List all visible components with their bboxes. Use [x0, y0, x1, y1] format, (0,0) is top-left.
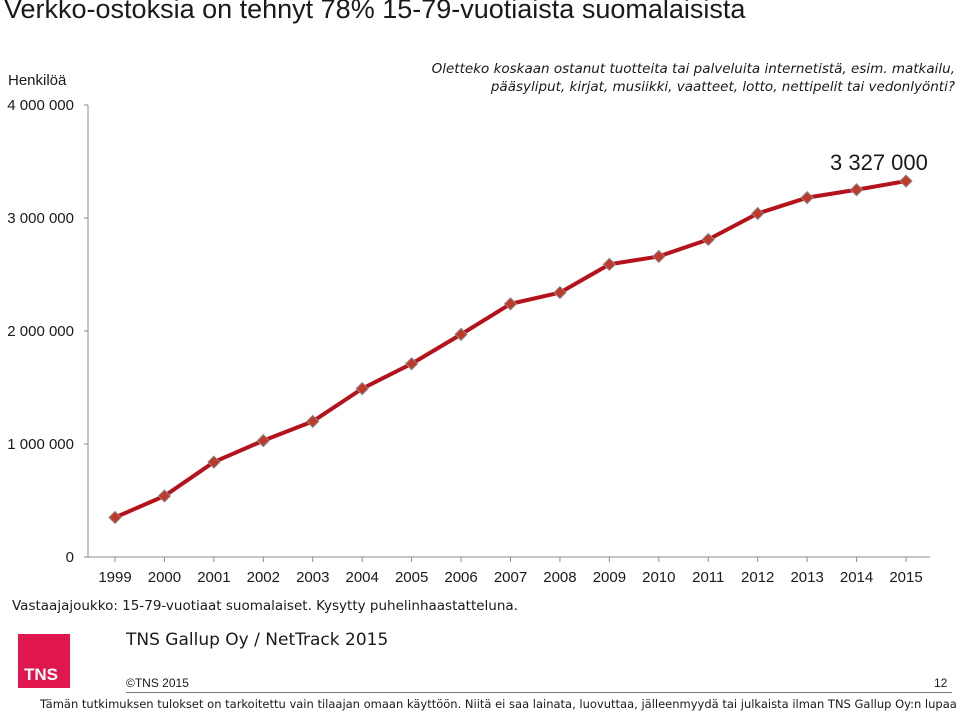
- data-point-marker: [899, 174, 913, 188]
- survey-question: Oletteko koskaan ostanut tuotteita tai p…: [431, 61, 955, 95]
- x-tick-label: 2015: [889, 569, 922, 586]
- x-tick-label: 2000: [148, 569, 181, 586]
- data-point-marker: [355, 381, 369, 396]
- series-markers: [108, 174, 913, 525]
- x-tick-label: 2006: [444, 569, 477, 586]
- data-point-marker: [652, 249, 666, 264]
- y-axis-label: Henkilöä: [8, 72, 67, 89]
- logo-text: TNS: [24, 665, 58, 684]
- footer-disclaimer: Tämän tutkimuksen tulokset on tarkoitett…: [40, 697, 957, 711]
- chart-axes: [84, 104, 930, 562]
- x-tick-label: 1999: [98, 569, 131, 586]
- data-point-marker: [800, 190, 814, 205]
- y-tick-label: 0: [66, 549, 74, 566]
- data-point-marker: [207, 455, 221, 469]
- tns-logo: TNS: [18, 634, 70, 688]
- footer-divider: [126, 692, 952, 693]
- line-chart: 0 1 000 000 2 000 000 3 000 000 4 000 000 19…: [7, 97, 930, 586]
- x-tick-label: 2002: [247, 569, 280, 586]
- page-number: 12: [934, 676, 948, 690]
- data-point-marker: [256, 433, 271, 448]
- sample-note: Vastaajajoukko: 15-79-vuotiaat suomalais…: [12, 598, 518, 614]
- x-tick-label: 2005: [395, 569, 428, 586]
- data-point-marker: [157, 489, 172, 503]
- source-label: TNS Gallup Oy / NetTrack 2015: [126, 630, 389, 650]
- data-point-marker: [553, 285, 567, 300]
- x-tick-label: 2004: [346, 569, 379, 586]
- x-tick-label: 2010: [642, 569, 675, 586]
- copyright-label: ©TNS 2015: [126, 676, 189, 690]
- data-point-marker: [454, 327, 468, 342]
- x-tick-label: 2009: [593, 569, 626, 586]
- x-tick-label: 2014: [840, 569, 873, 586]
- data-point-marker: [602, 257, 617, 272]
- data-point-marker: [701, 232, 715, 247]
- data-point-marker: [750, 206, 765, 221]
- series-line: [114, 179, 907, 520]
- data-point-marker: [849, 183, 864, 197]
- x-tick-label: 2012: [741, 569, 774, 586]
- x-tick-label: 2011: [692, 569, 724, 586]
- x-tick-labels: 1999 2000 2001 2002 2003 2004 2005 2006 2007 2008…: [98, 569, 922, 586]
- y-tick-label: 2 000 000: [7, 323, 74, 340]
- data-point-marker: [306, 414, 320, 429]
- data-point-marker: [404, 357, 419, 371]
- page-title: Verkko-ostoksia on tehnyt 78% 15-79-vuot…: [4, 0, 746, 24]
- data-point-marker: [108, 510, 122, 525]
- y-tick-labels: 0 1 000 000 2 000 000 3 000 000 4 000 000: [7, 97, 74, 566]
- y-tick-label: 4 000 000: [7, 97, 74, 114]
- x-tick-label: 2008: [543, 569, 576, 586]
- y-tick-label: 3 000 000: [7, 210, 74, 227]
- peak-value-label: 3 327 000: [830, 150, 928, 175]
- x-tick-label: 2013: [790, 569, 823, 586]
- data-point-marker: [503, 297, 518, 311]
- y-tick-label: 1 000 000: [7, 436, 74, 453]
- x-tick-label: 2003: [296, 569, 329, 586]
- x-tick-label: 2007: [494, 569, 527, 586]
- x-tick-label: 2001: [197, 569, 230, 586]
